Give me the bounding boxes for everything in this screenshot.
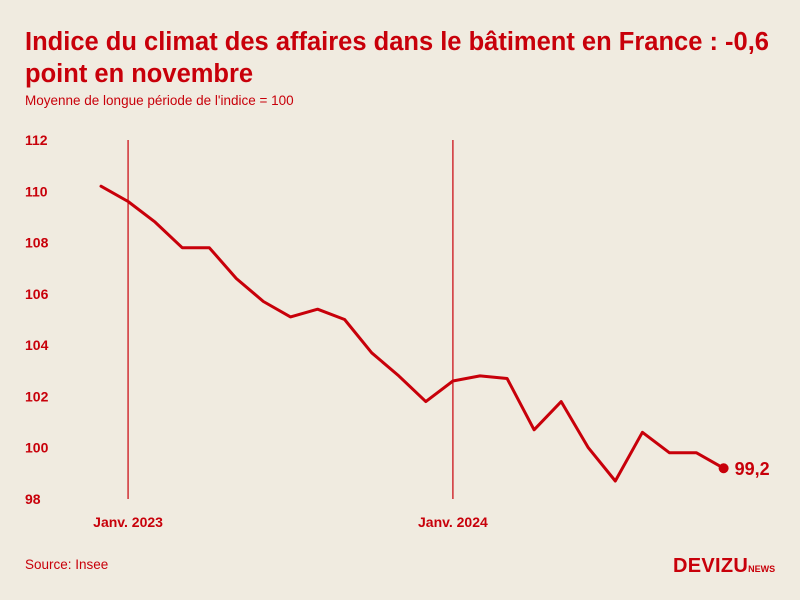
chart-subtitle: Moyenne de longue période de l'indice = …	[25, 93, 294, 108]
devizu-logo[interactable]: DEVIZUNEWS	[673, 555, 775, 578]
x-tick-label: Janv. 2024	[418, 514, 488, 530]
logo-main-text: DEVIZU	[673, 555, 749, 577]
y-tick-label: 108	[25, 235, 49, 251]
y-tick-label: 104	[25, 337, 49, 353]
y-tick-label: 110	[25, 183, 48, 199]
source-note: Source: Insee	[25, 557, 109, 572]
y-tick-label: 100	[25, 440, 49, 456]
y-tick-label: 98	[25, 491, 41, 507]
chart-title: Indice du climat des affaires dans le bâ…	[25, 28, 769, 88]
y-tick-label: 102	[25, 388, 49, 404]
last-value-label: 99,2	[735, 459, 770, 479]
last-value-point	[718, 463, 729, 474]
logo-sub-text: NEWS	[748, 564, 776, 574]
x-tick-label: Janv. 2023	[93, 514, 163, 530]
y-tick-label: 106	[25, 286, 49, 302]
series-line	[99, 184, 726, 483]
y-tick-label: 112	[25, 132, 48, 148]
